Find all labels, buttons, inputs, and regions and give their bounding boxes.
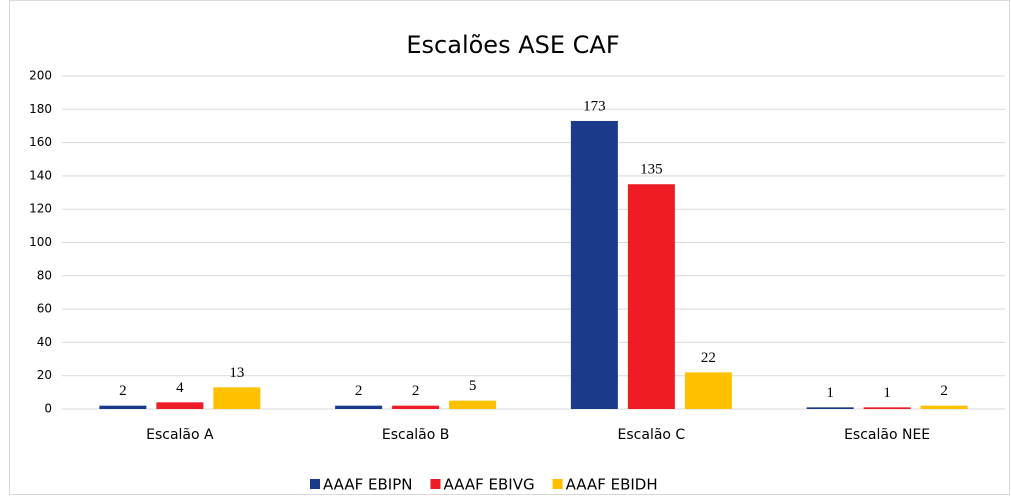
value-label: 4 [176,380,184,396]
y-tick-label: 60 [37,302,52,316]
bar [392,405,440,409]
y-tick-label: 20 [37,368,52,382]
value-label: 2 [119,383,127,399]
value-label: 1 [826,385,834,401]
x-tick-label: Escalão B [382,427,450,443]
y-tick-label: 200 [29,69,52,83]
bar [156,402,204,409]
value-label: 2 [355,383,363,399]
legend-swatch [430,479,441,489]
chart-title: Escalões ASE CAF [406,31,619,59]
bar [570,120,618,409]
y-tick-label: 100 [29,235,52,249]
value-label: 173 [583,98,606,114]
bar [213,387,261,409]
bar [806,407,854,409]
legend-swatch [310,479,320,489]
x-tick-label: Escalão C [618,427,686,443]
x-tick-label: Escalão NEE [844,427,930,443]
bar [335,405,383,409]
bar [920,405,968,409]
y-tick-label: 0 [44,402,52,416]
value-label: 1 [883,385,891,401]
bar [627,184,675,409]
value-label: 22 [701,350,716,366]
y-tick-label: 120 [29,202,52,216]
value-label: 13 [229,365,244,381]
legend-label: AAAF EBIVG [443,476,534,494]
chart-border [9,0,1010,495]
y-tick-label: 180 [29,102,52,116]
value-label: 5 [469,378,477,394]
bar [863,407,911,409]
bar [99,405,147,409]
bar [449,400,497,409]
y-tick-label: 160 [29,135,52,149]
value-label: 2 [412,383,420,399]
value-label: 2 [940,383,948,399]
legend-swatch [552,479,563,489]
y-tick-label: 80 [37,268,52,282]
legend-label: AAAF EBIPN [323,476,412,494]
y-tick-label: 140 [29,168,52,182]
value-label: 135 [640,162,663,178]
legend-label: AAAF EBIDH [566,476,658,494]
x-tick-label: Escalão A [146,427,214,443]
bar [684,372,732,409]
y-tick-label: 40 [37,335,52,349]
